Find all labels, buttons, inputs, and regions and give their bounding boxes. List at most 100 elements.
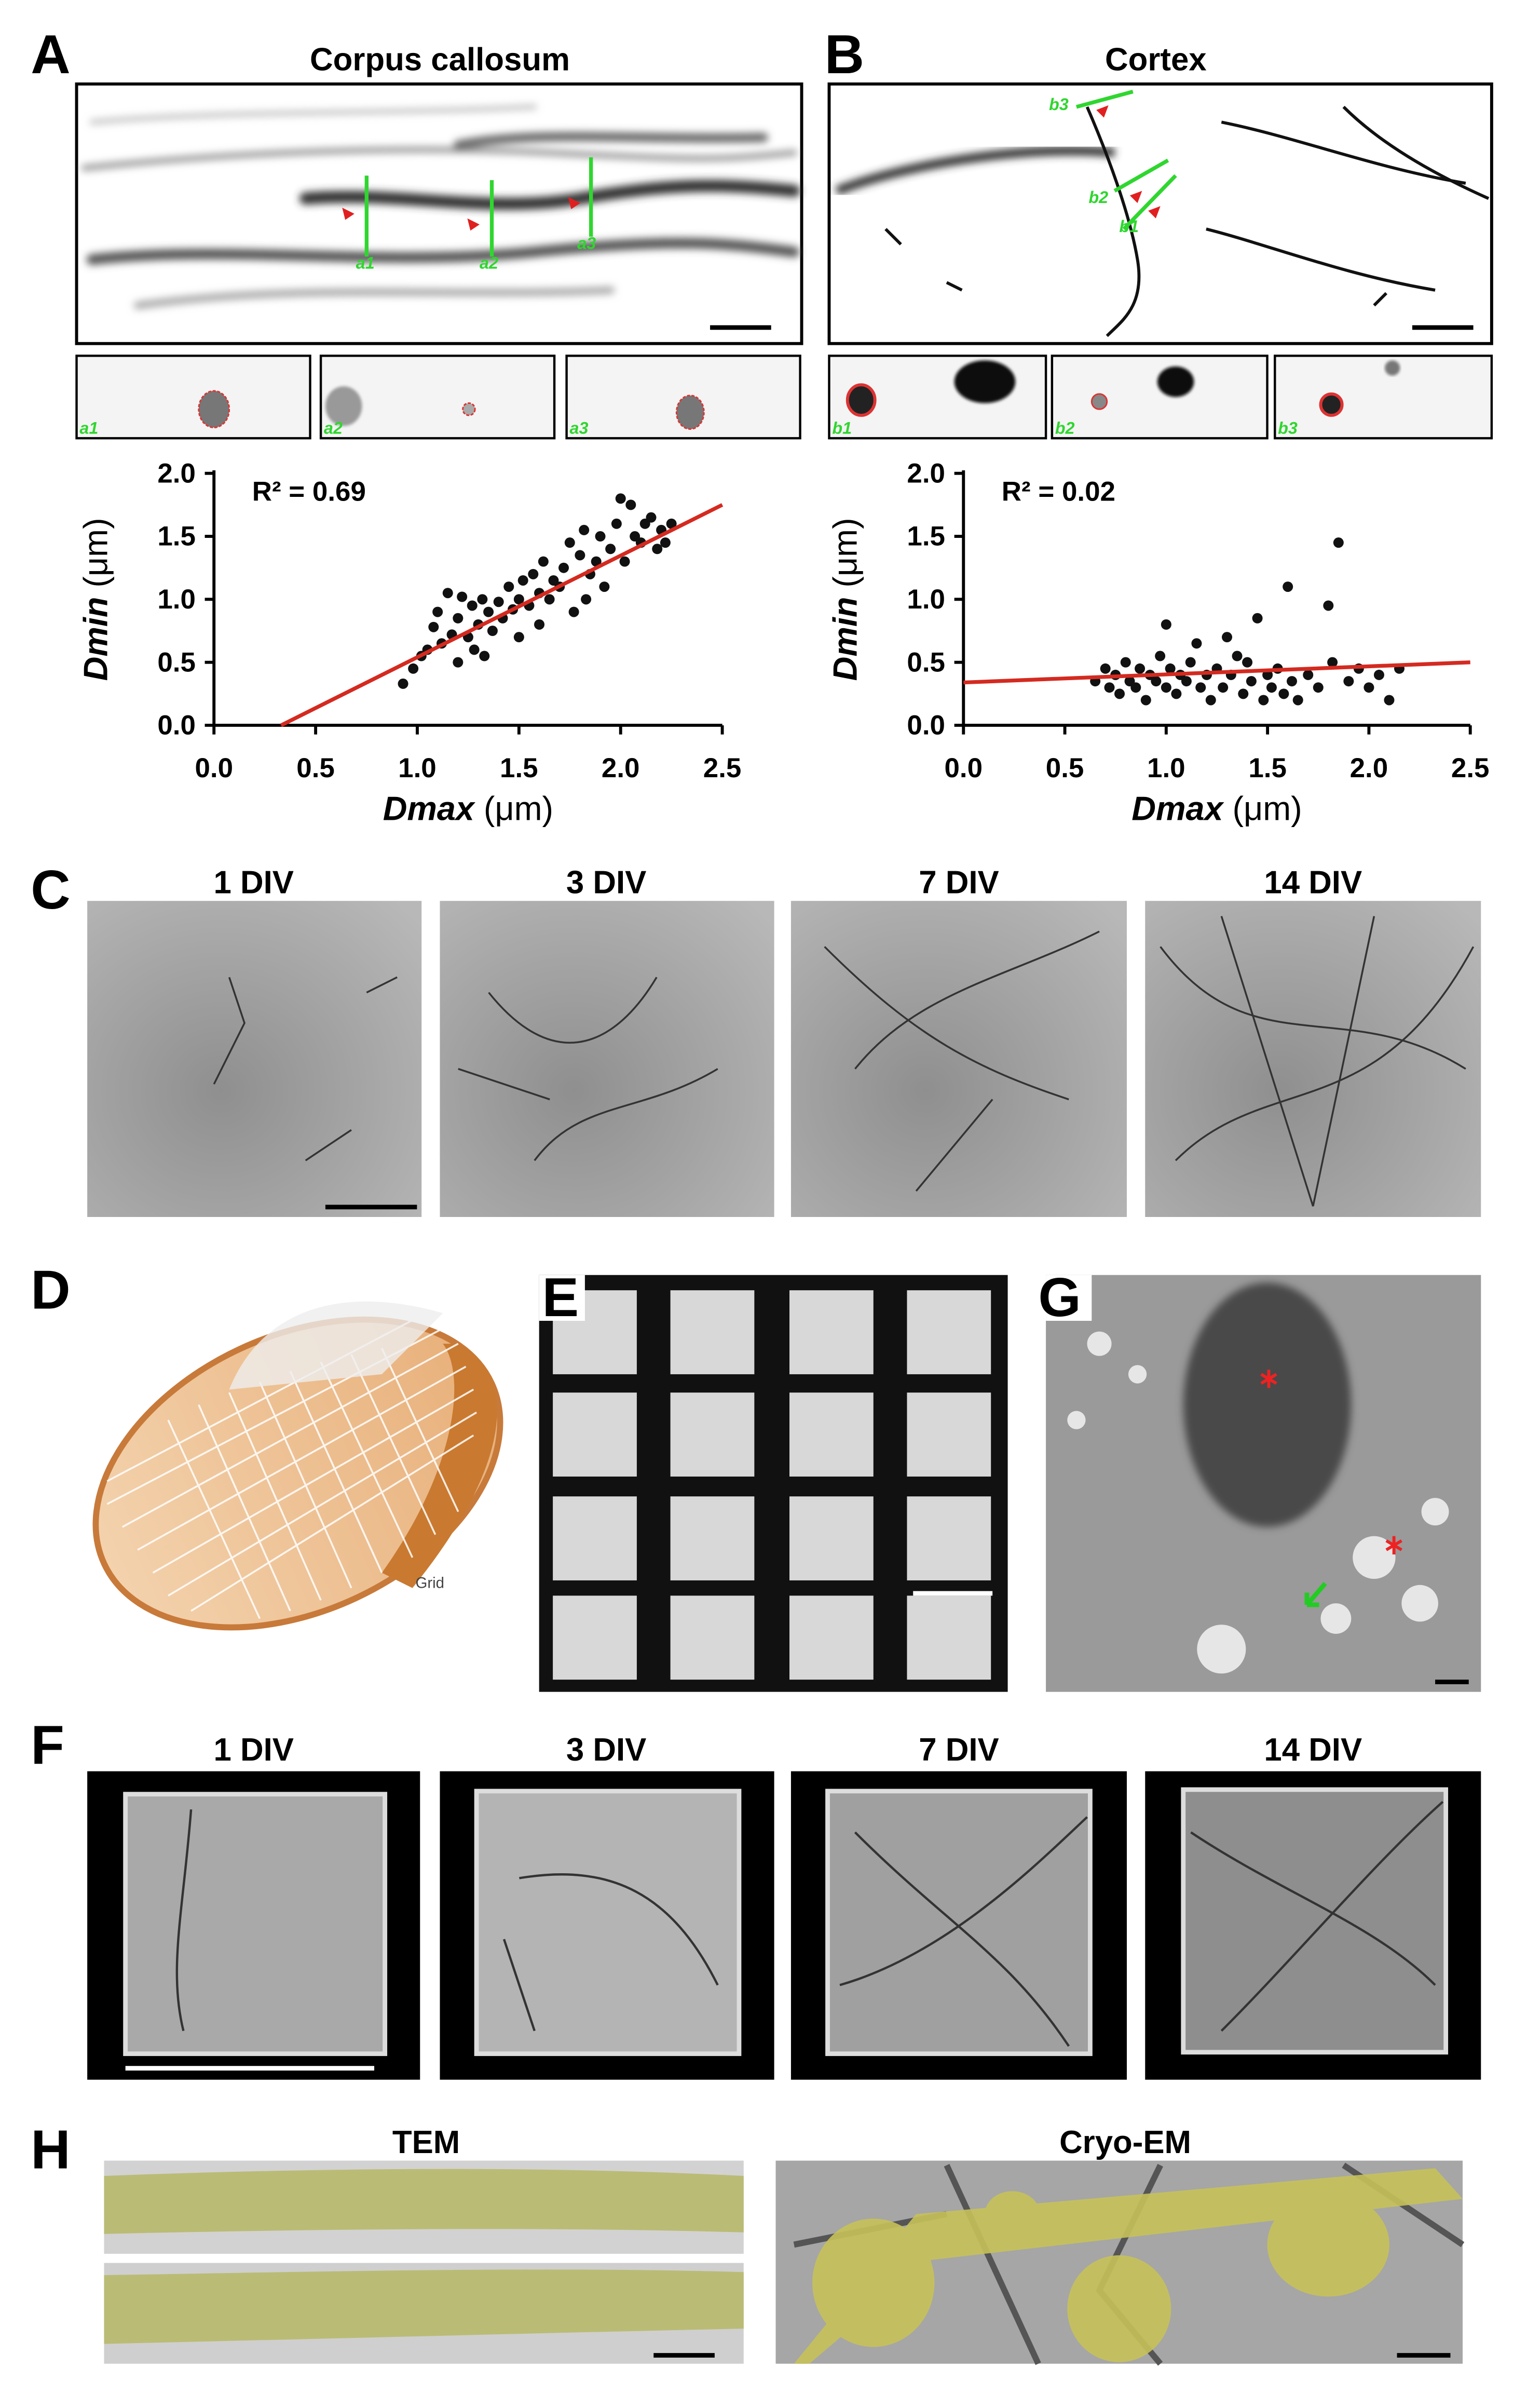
scatter-point	[1323, 600, 1334, 611]
image-cortex: b3 b2 b1	[827, 82, 1493, 345]
panel-label: C	[31, 859, 70, 921]
scatter-point	[479, 651, 490, 661]
scatter-point	[428, 621, 439, 632]
x-tick-label: 2.0	[602, 753, 640, 783]
scatter-point	[1242, 657, 1253, 668]
scatter-point	[503, 581, 514, 592]
scatter-point	[1266, 682, 1277, 693]
scatter-point	[1130, 682, 1141, 693]
scatter-point	[1155, 651, 1166, 661]
panel-title: TEM	[392, 2125, 460, 2160]
scatter-point	[1384, 695, 1395, 706]
panel-title: 14 DIV	[1264, 865, 1362, 901]
scatter-point	[432, 606, 443, 617]
panel-label: G	[1038, 1267, 1081, 1328]
image-label: a1	[356, 254, 375, 273]
scatter-point	[398, 678, 408, 689]
scatter-point	[1333, 537, 1344, 548]
neurites	[213, 916, 1475, 1207]
x-tick-label: 0.5	[296, 753, 335, 783]
scatter-point	[483, 606, 494, 617]
image-corpus-callosum: a1 a2 a3	[75, 82, 803, 345]
scatter-point	[599, 581, 610, 592]
scatter-point	[1373, 669, 1384, 680]
annotation: R² = 0.02	[1002, 477, 1115, 507]
scatter-point	[453, 657, 463, 668]
scatter-point	[652, 544, 663, 554]
scatter-point	[1161, 619, 1171, 630]
axis-variable: Dmin	[826, 597, 864, 681]
scatter-point	[1313, 682, 1324, 693]
scatter-point	[1104, 682, 1115, 693]
y-tick-label: 0.0	[157, 710, 196, 741]
cryo-em-overview	[1046, 1275, 1481, 1692]
annotation: R² = 0.69	[252, 477, 366, 507]
scatter-point	[528, 569, 539, 579]
scatter-point	[1246, 676, 1257, 687]
culture-images	[87, 901, 1481, 1217]
scatter-point	[513, 632, 524, 643]
y-tick-label: 1.5	[907, 521, 945, 552]
x-tick-label: 1.5	[1248, 753, 1287, 783]
panel-title: Cortex	[1105, 42, 1207, 77]
scatter-point	[538, 556, 549, 567]
scatter-point	[1283, 581, 1293, 592]
panel-label: F	[31, 1714, 64, 1776]
image-label: a2	[480, 254, 498, 273]
scatter-point	[1120, 657, 1131, 668]
scatter-point	[646, 512, 657, 523]
scatter-point	[1303, 669, 1314, 680]
grid-label: Grid	[415, 1575, 444, 1592]
scatter-point	[605, 544, 616, 554]
x-tick-label: 2.0	[1350, 753, 1388, 783]
x-tick-label: 1.5	[500, 753, 538, 783]
axis-unit: (μm)	[484, 789, 553, 827]
scatter-point	[534, 619, 545, 630]
panel-label: H	[31, 2119, 70, 2180]
y-tick-label: 1.5	[157, 521, 196, 552]
scatter-point	[619, 556, 630, 567]
fit-line	[963, 660, 1470, 685]
scatter-point	[477, 594, 488, 605]
scale-bar	[325, 1205, 417, 1210]
grid-image	[539, 1275, 1008, 1692]
axis-variable: Dmax	[383, 789, 476, 827]
scatter-point	[1327, 657, 1338, 668]
scatter-point	[1292, 695, 1303, 706]
image-label: b2	[1088, 188, 1108, 207]
x-tick-label: 1.0	[1147, 753, 1185, 783]
scatter-point	[611, 518, 622, 529]
scatter-point	[615, 493, 626, 504]
scatter-point	[1222, 632, 1233, 643]
x-tick-label: 0.5	[1046, 753, 1084, 783]
scatter-point	[1114, 688, 1125, 699]
y-tick-label: 1.0	[157, 584, 196, 615]
scatter-point	[1195, 682, 1206, 693]
inset-label: a3	[569, 418, 588, 437]
scatter-point	[1185, 657, 1196, 668]
scatter-point	[457, 591, 468, 602]
x-axis-label: Dmax (μm)	[1131, 789, 1302, 827]
panel-title: 14 DIV	[1264, 1732, 1362, 1768]
x-tick-label: 2.5	[1451, 753, 1490, 783]
scatter-point	[1151, 676, 1162, 687]
grid-illustration: Grid	[92, 1301, 503, 1631]
inset-label: b1	[832, 418, 852, 437]
scatter-point	[1364, 682, 1374, 693]
panel-title: 7 DIV	[919, 1732, 999, 1768]
scatter-point	[575, 550, 585, 561]
fit-line	[280, 503, 724, 727]
panel-title: 7 DIV	[919, 865, 999, 901]
panel-title: 1 DIV	[213, 865, 293, 901]
y-tick-label: 2.0	[157, 458, 196, 489]
axis-unit: (μm)	[76, 518, 114, 587]
panel-label: E	[542, 1267, 579, 1328]
scatter-point	[1238, 688, 1249, 699]
scatter-point	[513, 594, 524, 605]
panel-label: D	[31, 1259, 70, 1320]
scatter-point	[487, 626, 498, 637]
inset-label: a2	[324, 418, 343, 437]
scatter-point	[1218, 682, 1229, 693]
y-tick-label: 1.0	[907, 584, 945, 615]
axis-unit: (μm)	[826, 518, 864, 587]
